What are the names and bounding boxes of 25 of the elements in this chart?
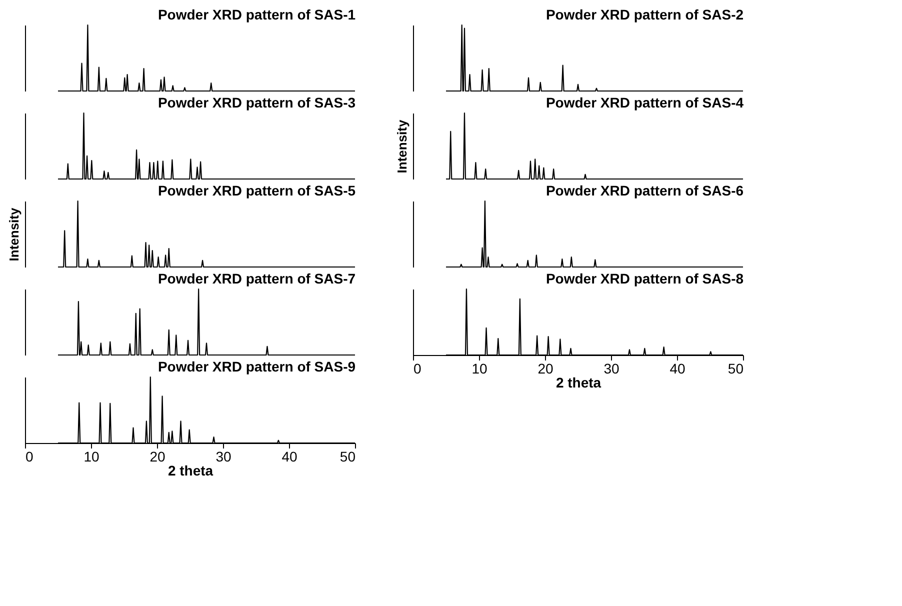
x-tick-label: 40 (282, 448, 298, 464)
chart-title: Powder XRD pattern of SAS-1 (158, 6, 356, 22)
y-axis-title: Intensity (394, 119, 410, 174)
x-tick-label: 0 (26, 448, 34, 464)
x-tick-label: 30 (216, 448, 232, 464)
chart-title: Powder XRD pattern of SAS-4 (546, 94, 744, 110)
x-tick-label: 50 (728, 360, 744, 376)
x-tick-label: 10 (472, 360, 488, 376)
chart-title: Powder XRD pattern of SAS-3 (158, 94, 356, 110)
x-tick-label: 50 (340, 448, 356, 464)
x-tick-label: 20 (538, 360, 554, 376)
chart-title: Powder XRD pattern of SAS-5 (158, 182, 356, 198)
chart-title: Powder XRD pattern of SAS-6 (546, 182, 744, 198)
x-tick-label: 30 (604, 360, 620, 376)
y-axis-title: Intensity (6, 207, 22, 262)
x-axis-title: 2 theta (556, 374, 602, 390)
chart-title: Powder XRD pattern of SAS-8 (546, 270, 744, 286)
x-tick-label: 0 (414, 360, 422, 376)
chart-title: Powder XRD pattern of SAS-2 (546, 6, 744, 22)
x-tick-label: 40 (670, 360, 686, 376)
chart-title: Powder XRD pattern of SAS-9 (158, 358, 356, 374)
x-tick-label: 10 (84, 448, 100, 464)
chart-title: Powder XRD pattern of SAS-7 (158, 270, 356, 286)
x-axis-title: 2 theta (168, 462, 214, 478)
x-tick-label: 20 (150, 448, 166, 464)
